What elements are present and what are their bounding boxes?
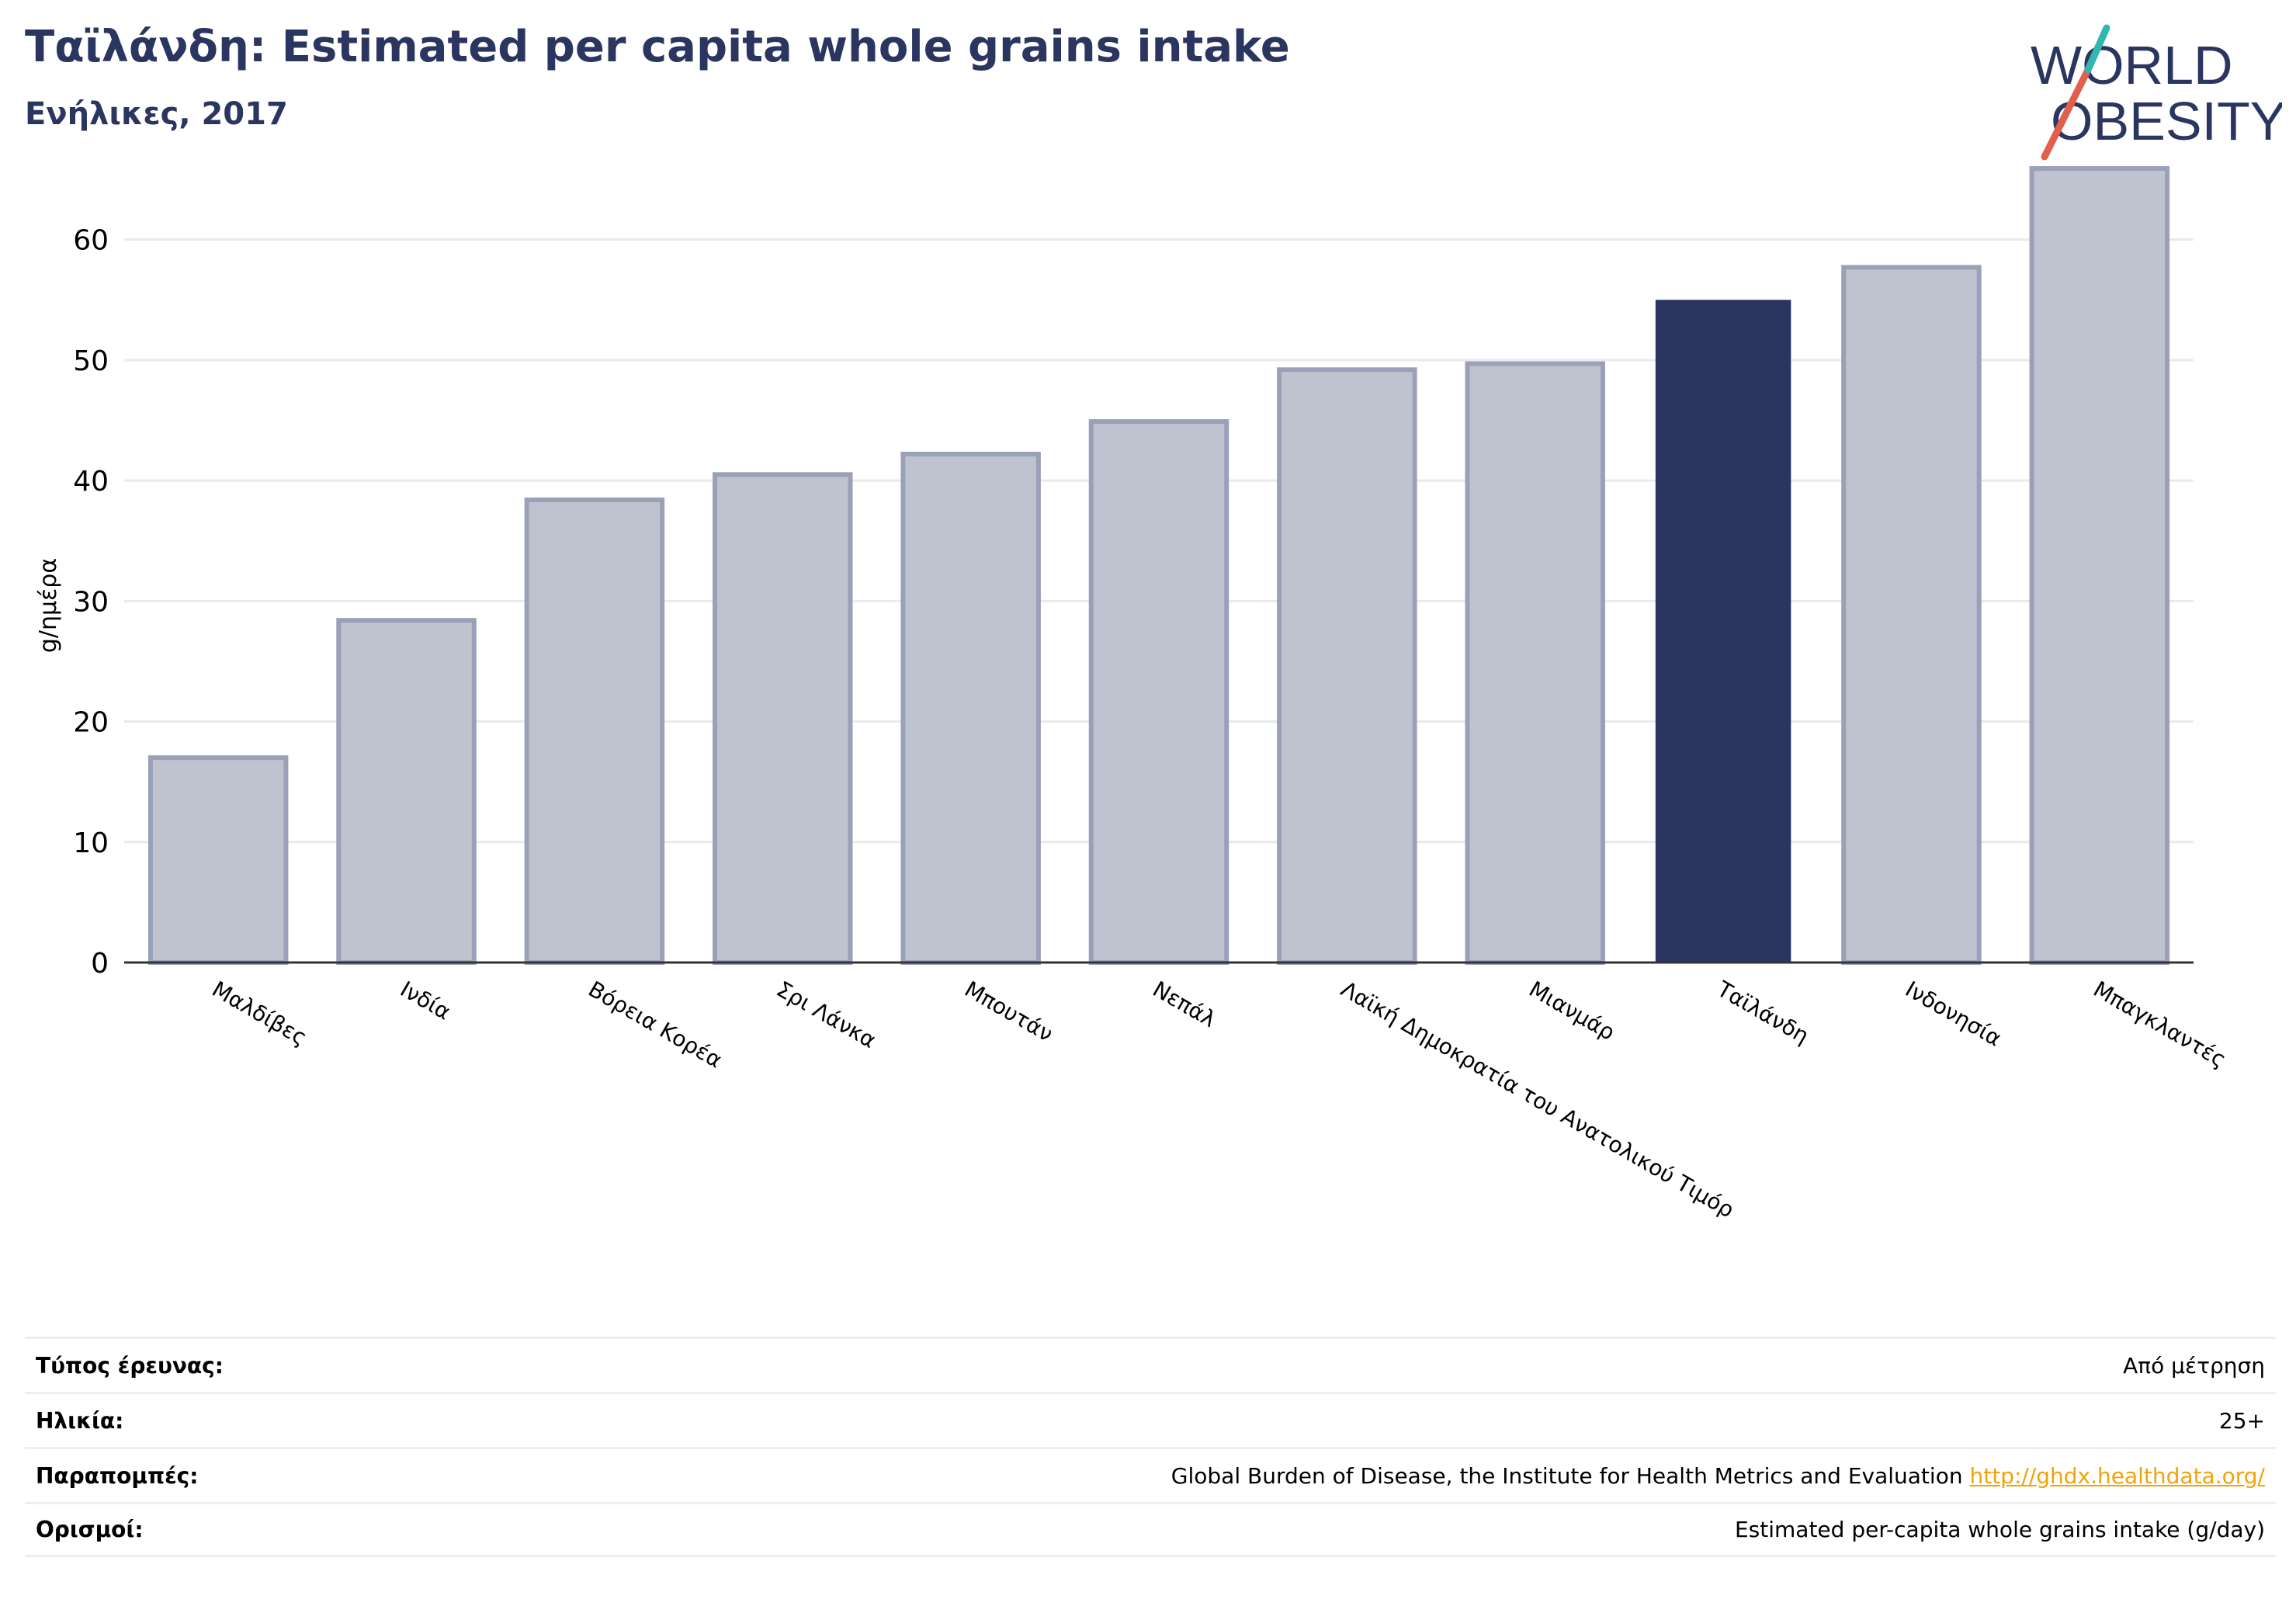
bar-9[interactable]: [1841, 265, 1982, 965]
logo-slash-teal: [2084, 24, 2110, 74]
x-tick-label: Ινδία: [396, 976, 455, 1025]
info-value: Από μέτρηση: [2123, 1352, 2265, 1379]
chart-title: Ταϊλάνδη: Estimated per capita whole gra…: [25, 22, 1290, 72]
x-tick-label: Ταϊλάνδη: [1712, 976, 1813, 1049]
info-value: Global Burden of Disease, the Institute …: [1171, 1463, 2265, 1489]
bar-chart: 0 10 20 30 40 50 60 Μαλδίβες Ινδία Βόρεια Κορέα Σ…: [35, 166, 2231, 1223]
info-key: Ηλικία:: [36, 1407, 124, 1434]
reference-text: Global Burden of Disease, the Institute …: [1171, 1462, 1963, 1489]
bar-5[interactable]: [1088, 419, 1230, 965]
bars: [147, 166, 2170, 966]
bar-4[interactable]: [900, 451, 1041, 965]
bar-8[interactable]: [1655, 300, 1791, 963]
y-tick-label: 0: [91, 948, 109, 980]
x-tick-label: Ινδονησία: [1901, 976, 2006, 1051]
y-tick-label: 50: [73, 345, 109, 377]
info-value: 25+: [2218, 1407, 2265, 1434]
y-axis-ticks: 0 10 20 30 40 50 60: [73, 225, 109, 980]
y-tick-label: 10: [73, 827, 109, 859]
bar-7[interactable]: [1465, 361, 1605, 966]
info-key: Ορισμοί:: [36, 1517, 144, 1542]
x-tick-label: Μπαγκλαντές: [2089, 976, 2230, 1072]
x-tick-label: Μπουτάν: [960, 976, 1057, 1046]
info-row-definitions: Ορισμοί: Estimated per-capita whole grai…: [25, 1502, 2276, 1557]
logo-slash-red: [2041, 66, 2092, 161]
x-tick-label: Βόρεια Κορέα: [584, 976, 727, 1073]
logo-line2: OBESITY: [2051, 91, 2282, 151]
x-tick-label: Νεπάλ: [1149, 976, 1221, 1032]
info-row-references: Παραπομπές: Global Burden of Disease, th…: [25, 1447, 2276, 1502]
reference-link[interactable]: http://ghdx.healthdata.org/: [1969, 1462, 2265, 1489]
y-tick-label: 40: [73, 466, 109, 498]
bar-10[interactable]: [2029, 166, 2170, 965]
bar-0[interactable]: [147, 755, 289, 965]
info-row-age: Ηλικία: 25+: [25, 1392, 2276, 1447]
chart-subtitle: Ενήλικες, 2017: [25, 96, 288, 132]
info-table: Τύπος έρευνας: Από μέτρηση Ηλικία: 25+ Π…: [25, 1337, 2276, 1557]
info-value: Estimated per-capita whole grains intake…: [1734, 1517, 2265, 1542]
world-obesity-logo: WORLD OBESITY: [2031, 24, 2282, 161]
info-key: Τύπος έρευνας:: [36, 1352, 224, 1379]
bar-1[interactable]: [336, 618, 477, 965]
x-tick-label: Σρι Λάνκα: [772, 976, 881, 1053]
x-tick-label: Μαλδίβες: [208, 976, 312, 1050]
y-tick-label: 20: [73, 707, 109, 739]
x-tick-label: Μιανμάρ: [1524, 976, 1619, 1045]
bar-6[interactable]: [1277, 367, 1417, 965]
logo-line1: WORLD: [2031, 35, 2233, 95]
x-tick-label: Λαϊκή Δημοκρατία του Ανατολικού Τιμόρ: [1337, 976, 1739, 1223]
info-row-survey-type: Τύπος έρευνας: Από μέτρηση: [25, 1337, 2276, 1392]
bar-2[interactable]: [524, 497, 665, 965]
bar-3[interactable]: [713, 472, 853, 965]
info-key: Παραπομπές:: [36, 1462, 199, 1489]
y-tick-label: 30: [73, 586, 109, 618]
y-axis-label: g/ημέρα: [35, 558, 62, 653]
y-tick-label: 60: [73, 225, 109, 257]
x-axis-labels: Μαλδίβες Ινδία Βόρεια Κορέα Σρι Λάνκα Μπουτά…: [208, 976, 2231, 1223]
